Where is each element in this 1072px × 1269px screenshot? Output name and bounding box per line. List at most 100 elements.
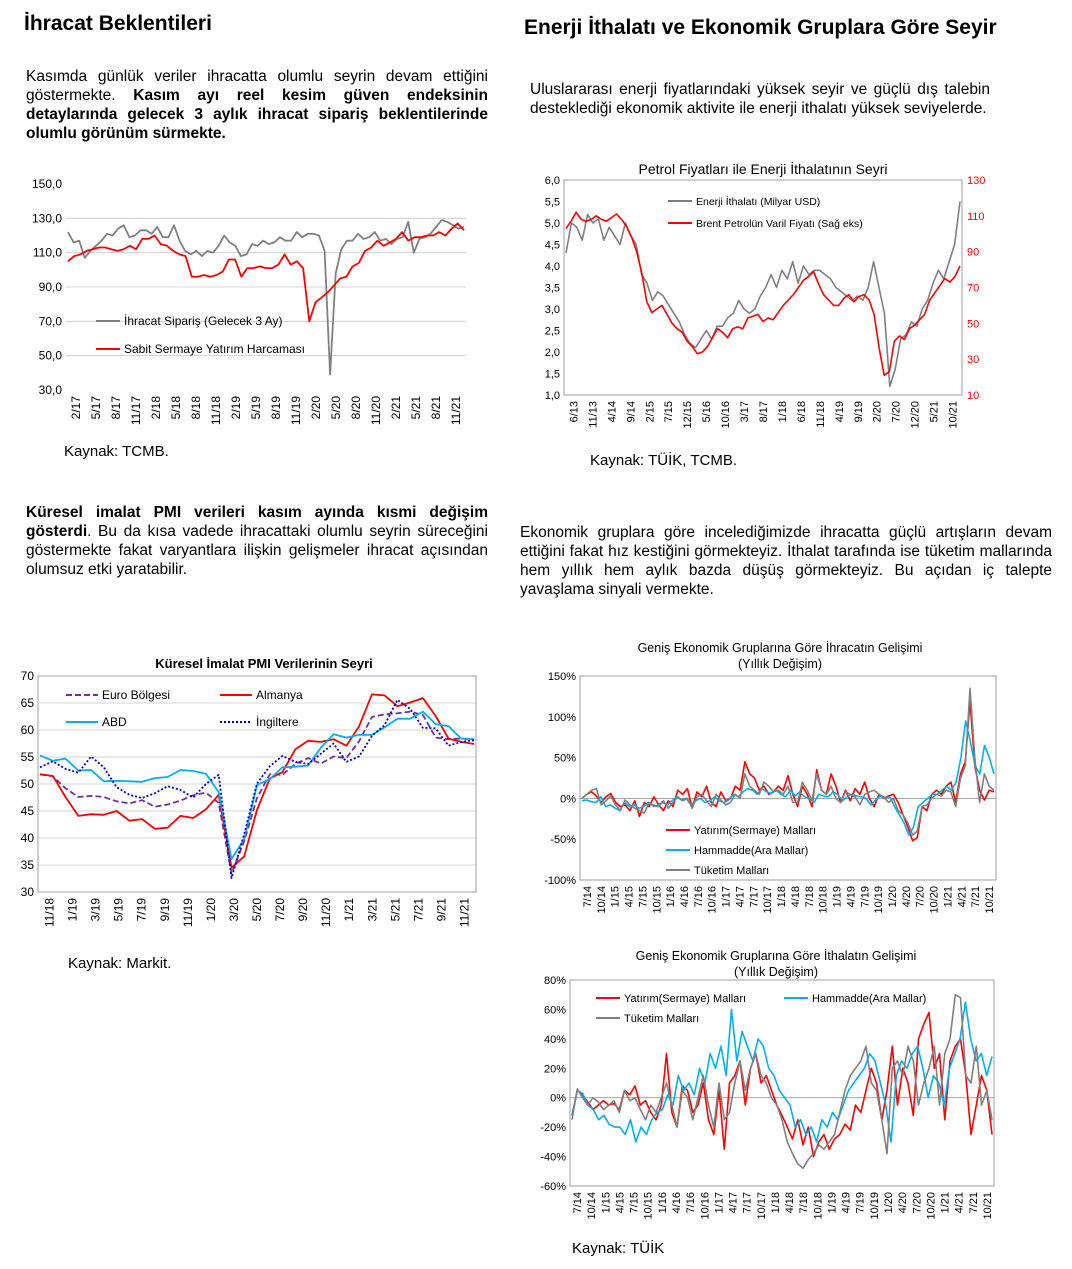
legend-label: İhracat Sipariş (Gelecek 3 Ay) [124, 314, 283, 328]
x-tick-label: 1/17 [713, 1192, 725, 1213]
chart-petrol-enerji: Petrol Fiyatları ile Enerji İthalatının … [545, 160, 986, 429]
x-tick-label: 5/18 [169, 396, 183, 420]
x-tick-label: 4/18 [790, 886, 802, 907]
chart-ihracat-siparis: 30,0 50,0 70,0 90,0 110,0 130,0 150,0 2/17 5/17 8… [32, 177, 466, 425]
x-tick-label: 10/16 [707, 886, 719, 914]
legend-label: Almanya [256, 688, 303, 702]
x-tick-label: 1/21 [342, 898, 356, 922]
x-tick-label: 7/20 [915, 886, 927, 907]
x-tick-label: 3/19 [89, 898, 103, 922]
x-tick-label: 5/20 [329, 396, 343, 420]
plot-frame [569, 979, 995, 1187]
y-right-tick-label: 70 [967, 283, 979, 295]
right-paragraph-1: Uluslararası enerji fiyatlarındaki yükse… [530, 81, 990, 117]
x-tick-label: 12/20 [910, 401, 922, 429]
x-tick-label: 8/21 [429, 396, 443, 420]
x-tick-label: 4/19 [845, 886, 857, 907]
legend-label: Yatırım(Sermaye) Malları [694, 825, 816, 837]
y-tick-label: 55 [21, 750, 35, 764]
y-tick-label: 70,0 [39, 314, 63, 328]
x-tick-label: 4/15 [624, 886, 636, 907]
legend-label: İngiltere [256, 715, 299, 729]
series-line-i-hracat-sipari-gelecek-3-ay [67, 219, 465, 376]
x-tick-label: 7/17 [742, 1192, 754, 1213]
chart-subtitle: (Yıllık Değişim) [738, 657, 822, 671]
y-tick-label: 1,0 [545, 390, 560, 402]
x-tick-label: 4/20 [901, 886, 913, 907]
left-source-2: Kaynak: Markit. [68, 955, 172, 972]
x-tick-label: 4/15 [614, 1192, 626, 1213]
y-tick-label: 3,5 [545, 283, 560, 295]
plot-frame [579, 675, 997, 881]
x-tick-label: 1/15 [600, 1192, 612, 1213]
y-tick-label: 3,0 [545, 304, 560, 316]
x-tick-label: 4/21 [954, 1192, 966, 1213]
y-tick-label: 4,5 [545, 240, 560, 252]
x-tick-label: 11/20 [369, 396, 383, 425]
right-section-title: Enerji İthalatı ve Ekonomik Gruplara Gör… [524, 16, 997, 39]
y-tick-label: 150,0 [32, 177, 62, 191]
x-tick-label: 8/18 [189, 396, 203, 420]
x-tick-label: 1/21 [942, 886, 954, 907]
x-tick-label: 7/19 [135, 898, 149, 922]
x-tick-label: 1/16 [657, 1192, 669, 1213]
y-tick-label: -60% [540, 1181, 566, 1193]
x-tick-label: 11/13 [587, 401, 599, 428]
x-tick-label: 10/14 [586, 1192, 598, 1220]
x-tick-label: 6/13 [568, 401, 580, 422]
x-tick-label: 4/16 [671, 1192, 683, 1213]
plot-frame [563, 179, 963, 396]
y-tick-label: 110,0 [33, 246, 62, 260]
left-paragraph-1-bold: Kasım ayı reel kesim güven endeksinin de… [26, 87, 488, 142]
x-tick-label: 5/19 [249, 396, 263, 420]
x-tick-label: 8/20 [349, 396, 363, 420]
series-line-sabit-sermaye-yat-r-m-harcamas [67, 222, 465, 323]
x-tick-label: 11/18 [43, 898, 57, 927]
x-tick-label: 10/21 [948, 401, 960, 429]
x-tick-label: 1/19 [832, 886, 844, 907]
x-tick-label: 5/16 [701, 401, 713, 422]
x-tick-label: 12/15 [682, 401, 694, 429]
x-tick-label: 10/15 [643, 1192, 655, 1220]
x-tick-label: 1/19 [66, 898, 80, 922]
x-tick-label: 9/21 [434, 898, 448, 922]
legend-label: Brent Petrolün Varil Fiyatı (Sağ eks) [696, 218, 863, 230]
chart-title: Geniş Ekonomik Gruplarına Göre İthalatın… [636, 949, 917, 963]
x-tick-label: 9/20 [296, 898, 310, 922]
right-paragraph-2: Ekonomik gruplara göre incelediğimizde i… [520, 524, 1052, 598]
legend-label: ABD [102, 715, 127, 729]
x-tick-label: 4/19 [841, 1192, 853, 1213]
y-tick-label: -100% [544, 875, 576, 887]
y-right-tick-label: 50 [967, 318, 979, 330]
x-tick-label: 7/19 [855, 1192, 867, 1213]
series-line-hammadde-ara-mallar [571, 1001, 993, 1143]
y-tick-label: -50% [550, 834, 576, 846]
series-line-euro-b-lgesi [39, 710, 475, 875]
x-tick-label: 7/16 [685, 1192, 697, 1213]
x-tick-label: 10/14 [596, 886, 608, 914]
chart-title: Küresel İmalat PMI Verilerinin Seyri [155, 656, 372, 671]
x-tick-label: 11/20 [319, 898, 333, 927]
x-tick-label: 10/19 [873, 886, 885, 914]
x-tick-label: 5/21 [388, 898, 402, 922]
left-paragraph-1: Kasımda günlük veriler ihracatta olumlu … [26, 67, 488, 143]
left-paragraph-2-normal: . Bu da kısa vadede ihracattaki olumlu s… [26, 523, 488, 578]
series-line-t-ketim-mallar [571, 993, 993, 1170]
series-line-yat-r-m-sermaye-mallar [571, 1011, 993, 1158]
y-tick-label: 6,0 [545, 175, 560, 187]
x-tick-label: 7/20 [911, 1192, 923, 1213]
x-tick-label: 11/18 [209, 396, 223, 425]
x-tick-label: 4/16 [679, 886, 691, 907]
x-tick-label: 2/20 [872, 401, 884, 422]
legend-label: Hammadde(Ara Mallar) [812, 993, 926, 1005]
x-tick-label: 10/17 [762, 886, 774, 914]
x-tick-label: 11/19 [289, 396, 303, 425]
x-tick-label: 7/19 [859, 886, 871, 907]
y-tick-label: 4,0 [545, 261, 560, 273]
x-tick-label: 2/21 [389, 396, 403, 420]
x-tick-label: 7/20 [891, 401, 903, 422]
x-tick-label: 1/17 [721, 886, 733, 907]
x-tick-label: 10/19 [869, 1192, 881, 1220]
y-tick-label: 2,0 [545, 347, 560, 359]
y-tick-label: 65 [21, 696, 35, 710]
